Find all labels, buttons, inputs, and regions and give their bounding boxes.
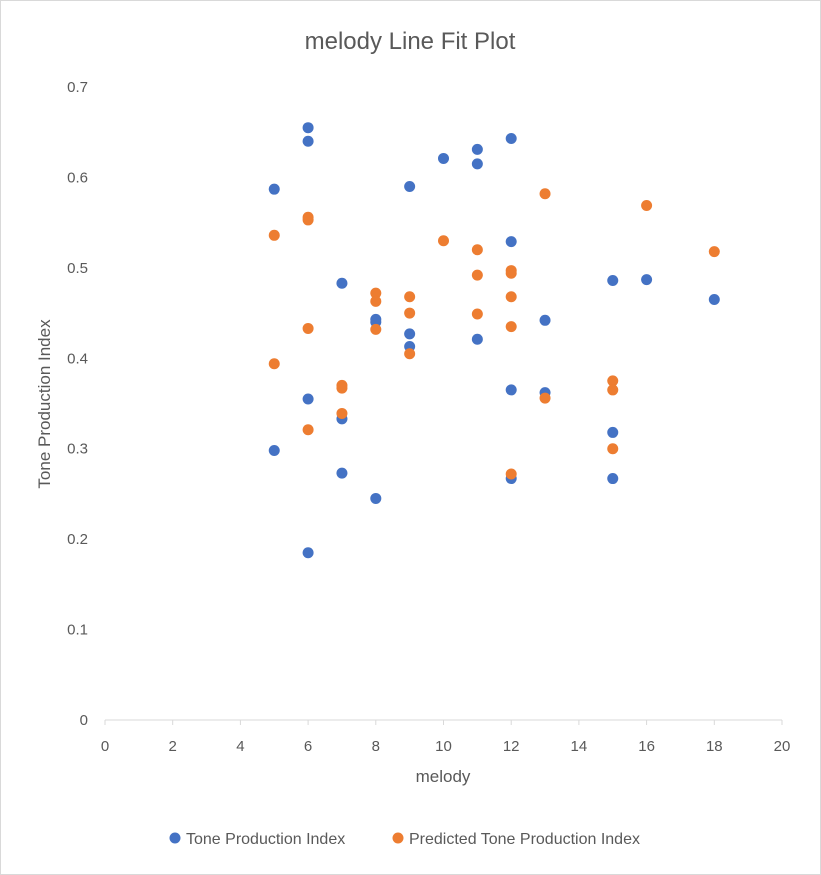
data-point: [268, 358, 280, 370]
y-tick-label: 0.5: [67, 260, 88, 277]
data-point: [607, 426, 619, 438]
data-point: [607, 275, 619, 287]
data-point: [471, 269, 483, 281]
data-point: [505, 468, 517, 480]
series-1-points: [268, 122, 720, 559]
data-point: [370, 287, 382, 299]
data-point: [505, 321, 517, 333]
y-tick-label: 0.6: [67, 169, 88, 186]
data-point: [302, 393, 314, 405]
series-2-points: [268, 188, 720, 480]
data-point: [302, 122, 314, 134]
data-point: [641, 274, 653, 286]
data-point: [708, 246, 720, 258]
x-tick-label: 2: [169, 738, 177, 755]
chart-title: melody Line Fit Plot: [305, 28, 516, 55]
y-axis-ticks: 0 0.1 0.2 0.3 0.4 0.5 0.6 0.7: [67, 79, 88, 729]
data-point: [539, 188, 551, 200]
y-tick-label: 0.7: [67, 79, 88, 96]
y-tick-label: 0.4: [67, 350, 88, 367]
x-tick-label: 16: [638, 738, 655, 755]
legend-marker: [169, 832, 181, 844]
x-tick-label: 20: [774, 738, 791, 755]
y-tick-label: 0.1: [67, 622, 88, 639]
x-axis-title: melody: [416, 767, 471, 786]
x-tick-label: 12: [503, 738, 520, 755]
data-point: [607, 473, 619, 485]
data-point: [471, 333, 483, 345]
data-point: [302, 214, 314, 226]
x-tick-label: 8: [372, 738, 380, 755]
data-point: [404, 328, 416, 340]
y-axis-title: Tone Production Index: [35, 319, 54, 489]
legend-item: Predicted Tone Production Index: [392, 831, 640, 848]
data-point: [370, 295, 382, 307]
data-point: [404, 291, 416, 303]
data-point: [471, 308, 483, 320]
x-tick-label: 14: [571, 738, 588, 755]
x-tick-label: 10: [435, 738, 452, 755]
data-point: [302, 424, 314, 436]
data-point: [302, 135, 314, 147]
data-point: [438, 152, 449, 164]
legend-marker: [392, 832, 404, 844]
data-point: [505, 133, 517, 145]
x-axis-ticks: 0 2 4 6 8 10 12 14 16 18 20: [101, 720, 791, 755]
data-point: [404, 180, 416, 192]
x-tick-label: 6: [304, 738, 312, 755]
x-tick-label: 18: [706, 738, 723, 755]
data-point: [607, 384, 619, 396]
legend-item: Tone Production Index: [169, 831, 345, 848]
data-point: [268, 445, 280, 457]
data-point: [539, 392, 551, 404]
data-point: [336, 277, 348, 289]
data-point: [505, 291, 517, 303]
data-point: [268, 229, 280, 241]
legend-label: Tone Production Index: [186, 831, 345, 848]
data-point: [505, 236, 517, 248]
x-tick-label: 0: [101, 738, 109, 755]
y-tick-label: 0.3: [67, 441, 88, 458]
data-point: [708, 294, 720, 306]
data-point: [471, 143, 483, 155]
data-points: [268, 122, 720, 559]
data-point: [607, 375, 619, 387]
legend: Tone Production Index Predicted Tone Prod…: [169, 831, 640, 848]
data-point: [471, 158, 483, 170]
data-point: [607, 443, 619, 455]
y-tick-label: 0: [80, 712, 88, 729]
y-tick-label: 0.2: [67, 531, 88, 548]
data-point: [505, 267, 517, 279]
data-point: [438, 235, 449, 247]
data-point: [471, 244, 483, 256]
data-point: [370, 323, 382, 335]
x-tick-label: 4: [236, 738, 244, 755]
data-point: [539, 314, 551, 326]
data-point: [336, 467, 348, 479]
data-point: [641, 199, 653, 211]
data-point: [404, 307, 416, 319]
data-point: [370, 492, 382, 504]
data-point: [404, 348, 416, 360]
data-point: [302, 547, 314, 559]
data-point: [336, 407, 348, 419]
legend-label: Predicted Tone Production Index: [409, 831, 640, 848]
data-point: [505, 384, 517, 396]
data-point: [268, 183, 280, 195]
data-point: [302, 322, 314, 334]
data-point: [336, 382, 348, 394]
